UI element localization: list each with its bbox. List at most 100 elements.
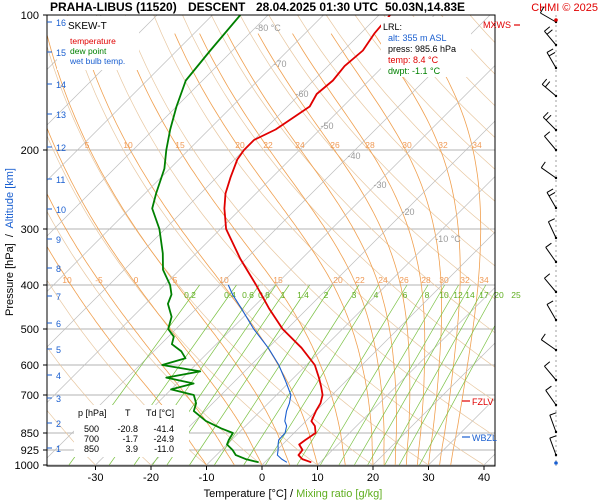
isotherm-label: -10 °C: [435, 234, 461, 244]
dry-adiabat-line: [297, 15, 495, 234]
dew-point-profile: [151, 15, 259, 464]
wind-barb-flag: [546, 29, 553, 35]
isotherm-line: [47, 15, 324, 292]
isotherm-label: -40: [347, 151, 360, 161]
mixing-ratio-label: 3: [352, 290, 357, 300]
wind-barb: [541, 339, 557, 351]
xlabel-temperature: Temperature [°C]: [204, 488, 287, 500]
moist-adiabat-line: [420, 33, 482, 466]
isotherm-label: -80 °C: [255, 23, 281, 33]
wind-barb: [544, 365, 557, 381]
wind-barb-flag: [545, 385, 552, 391]
wind-barb-flag: [544, 131, 551, 137]
temperature-tick-label: 30: [422, 472, 434, 484]
mixing-ratio-line: [384, 284, 487, 466]
wind-barb: [549, 414, 557, 433]
pressure-tick-label: 200: [21, 145, 39, 157]
moist-adiabat-label: 10: [123, 140, 133, 150]
mixing-ratio-line: [265, 284, 379, 466]
mixing-ratio-line: [354, 284, 459, 466]
wind-barb-station: [554, 176, 558, 180]
mixing-ratio-label: 8: [425, 290, 430, 300]
wind-barb-flag: [544, 26, 551, 32]
isotherm-label: -50: [320, 121, 333, 131]
dry-adiabat-line: [325, 15, 495, 202]
plot-frame: [46, 14, 496, 467]
wind-barb-station: [554, 260, 558, 264]
wind-barbs-column: [539, 6, 558, 466]
wet-bulb-temp--profile: [227, 284, 292, 463]
ylabel-altitude: Altitude [km]: [4, 168, 16, 229]
moist-adiabat-label: 30: [402, 140, 412, 150]
wind-barb: [549, 437, 557, 456]
moist-adiabat-label: 0: [134, 275, 139, 285]
isotherm-line: [47, 15, 158, 126]
wind-barb-station: [554, 430, 558, 434]
pressure-tick-label: 700: [21, 390, 39, 402]
wind-barb-flag: [548, 218, 555, 223]
wind-barb-flag: [539, 6, 545, 14]
mixing-ratio-line: [398, 291, 495, 466]
moist-adiabat-label: 32: [438, 140, 448, 150]
dry-adiabat-line: [182, 15, 495, 368]
mixing-ratio-line: [367, 284, 471, 466]
moist-adiabat-label: 15: [273, 275, 283, 285]
ylabel-pressure: Pressure [hPa]: [4, 243, 16, 316]
mixing-ratio-label: 0.4: [224, 290, 236, 300]
mixing-ratio-line: [419, 324, 495, 466]
wind-barb-flag: [549, 435, 557, 439]
legend-title: SKEW-T: [68, 21, 107, 32]
temperature-tick-label: 10: [311, 472, 323, 484]
legend-wetbulb: wet bulb temp.: [69, 56, 125, 66]
temperature-tick-label: -20: [143, 472, 159, 484]
isotherm-line: [47, 15, 491, 459]
wind-barb-station: [554, 148, 558, 152]
moist-adiabat-label: 20: [333, 275, 343, 285]
wind-barb: [540, 12, 557, 23]
wbzl-label: WBZL: [472, 433, 497, 443]
mixing-ratio-label: 0.8: [258, 290, 270, 300]
wind-barb-flag: [545, 242, 552, 248]
moist-adiabat-label: 26: [399, 275, 409, 285]
isotherm-label: -30: [373, 180, 386, 190]
svg-text:Temperature [°C] / Mixing rati: Temperature [°C] / Mixing ratio [g/kg]: [204, 488, 383, 500]
xlabel-separator: /: [287, 488, 296, 500]
wind-barb: [544, 30, 557, 46]
altitude-tick-label: 7: [56, 292, 61, 302]
altitude-tick-label: 11: [56, 175, 65, 185]
altitude-tick-label: 9: [56, 235, 61, 245]
altitude-tick-label: 5: [56, 345, 61, 355]
mixing-ratio-label: 10: [439, 290, 449, 300]
lrl-box: LRL: alt: 355 m ASL press: 985.6 hPa tem…: [381, 17, 471, 77]
wind-barb: [545, 247, 557, 263]
stats-row-850-p: 850: [84, 444, 99, 454]
background-grid: [47, 15, 495, 466]
header: PRAHA-LIBUS (11520) DESCENT 28.04.2025 0…: [50, 0, 598, 14]
isotherm-line: [150, 120, 495, 466]
mxws-label: MXWS: [483, 20, 511, 30]
pressure-tick-label: 1000: [15, 460, 39, 472]
pressure-tick-label: 925: [21, 445, 39, 457]
isotherm-line: [47, 15, 213, 181]
wind-barb-station: [554, 348, 558, 352]
moist-adiabat-line: [292, 33, 426, 466]
moist-adiabat-label: 10: [219, 275, 229, 285]
temperature-tick-label: 0: [259, 472, 265, 484]
wind-barb: [546, 192, 557, 209]
moist-adiabat-label: 30: [439, 275, 449, 285]
wind-barb-flag: [540, 333, 546, 340]
lrl-alt: alt: 355 m ASL: [388, 33, 447, 43]
wind-barb-flag: [548, 191, 556, 197]
moist-adiabat-line: [373, 33, 461, 466]
wind-barb-station: [554, 128, 558, 132]
dry-adiabat-line: [268, 15, 495, 267]
pressure-tick-label: 850: [21, 428, 39, 440]
y-axis-title: Pressure [hPa] / Altitude [km]: [4, 168, 16, 316]
temperature-tick-label: -10: [199, 472, 215, 484]
wind-barb-station: [554, 94, 558, 98]
mixing-ratio-label: 4: [374, 290, 379, 300]
svg-text:Pressure [hPa] / Altitude [k: Pressure [hPa] / Altitude [km]: [4, 168, 16, 316]
mixing-ratio-label: 20: [494, 290, 504, 300]
copyright: CHMI © 2025: [531, 2, 598, 14]
